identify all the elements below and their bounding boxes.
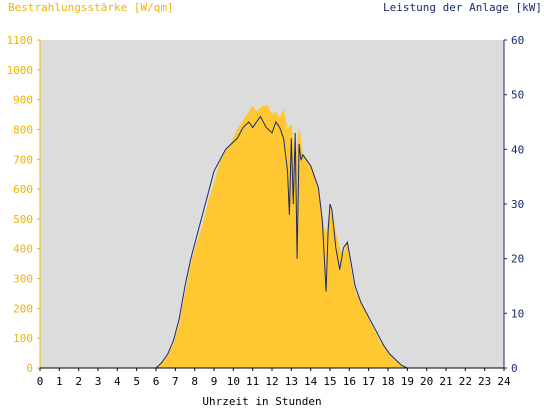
- left-tick-label: 1000: [7, 64, 34, 77]
- left-tick-label: 300: [13, 273, 33, 286]
- left-tick-label: 700: [13, 153, 33, 166]
- x-tick-label: 2: [75, 375, 82, 388]
- x-tick-label: 15: [323, 375, 336, 388]
- left-tick-label: 1100: [7, 34, 34, 47]
- x-tick-label: 13: [285, 375, 298, 388]
- x-tick-label: 21: [439, 375, 452, 388]
- x-tick-label: 18: [381, 375, 394, 388]
- x-axis-title: Uhrzeit in Stunden: [202, 395, 321, 408]
- x-tick-label: 4: [114, 375, 121, 388]
- x-tick-label: 1: [56, 375, 63, 388]
- left-tick-label: 0: [26, 362, 33, 375]
- x-tick-label: 19: [401, 375, 414, 388]
- right-tick-label: 30: [511, 198, 524, 211]
- x-tick-label: 7: [172, 375, 179, 388]
- x-tick-label: 8: [191, 375, 198, 388]
- x-tick-label: 0: [37, 375, 44, 388]
- left-tick-label: 500: [13, 213, 33, 226]
- left-tick-label: 600: [13, 183, 33, 196]
- x-tick-label: 23: [478, 375, 491, 388]
- right-tick-label: 40: [511, 143, 524, 156]
- x-tick-label: 20: [420, 375, 433, 388]
- left-tick-label: 200: [13, 302, 33, 315]
- x-tick-label: 3: [95, 375, 102, 388]
- x-tick-label: 14: [304, 375, 318, 388]
- right-tick-label: 50: [511, 89, 524, 102]
- right-tick-label: 10: [511, 307, 524, 320]
- x-tick-label: 16: [343, 375, 356, 388]
- x-tick-label: 9: [211, 375, 218, 388]
- right-tick-label: 20: [511, 253, 524, 266]
- x-tick-label: 6: [153, 375, 160, 388]
- right-tick-label: 60: [511, 34, 524, 47]
- power-line: [40, 115, 504, 369]
- left-tick-label: 400: [13, 243, 33, 256]
- irradiance-area: [40, 105, 504, 368]
- left-axis-title: Bestrahlungsstärke [W/qm]: [8, 1, 174, 14]
- left-tick-label: 800: [13, 123, 33, 136]
- x-tick-label: 22: [459, 375, 472, 388]
- x-tick-label: 17: [362, 375, 375, 388]
- right-tick-label: 0: [511, 362, 518, 375]
- left-tick-label: 900: [13, 94, 33, 107]
- x-tick-label: 5: [133, 375, 140, 388]
- x-tick-label: 10: [227, 375, 240, 388]
- x-tick-label: 12: [265, 375, 278, 388]
- x-tick-label: 24: [497, 375, 511, 388]
- x-tick-label: 11: [246, 375, 259, 388]
- left-tick-label: 100: [13, 332, 33, 345]
- right-axis-title: Leistung der Anlage [kW]: [383, 1, 542, 14]
